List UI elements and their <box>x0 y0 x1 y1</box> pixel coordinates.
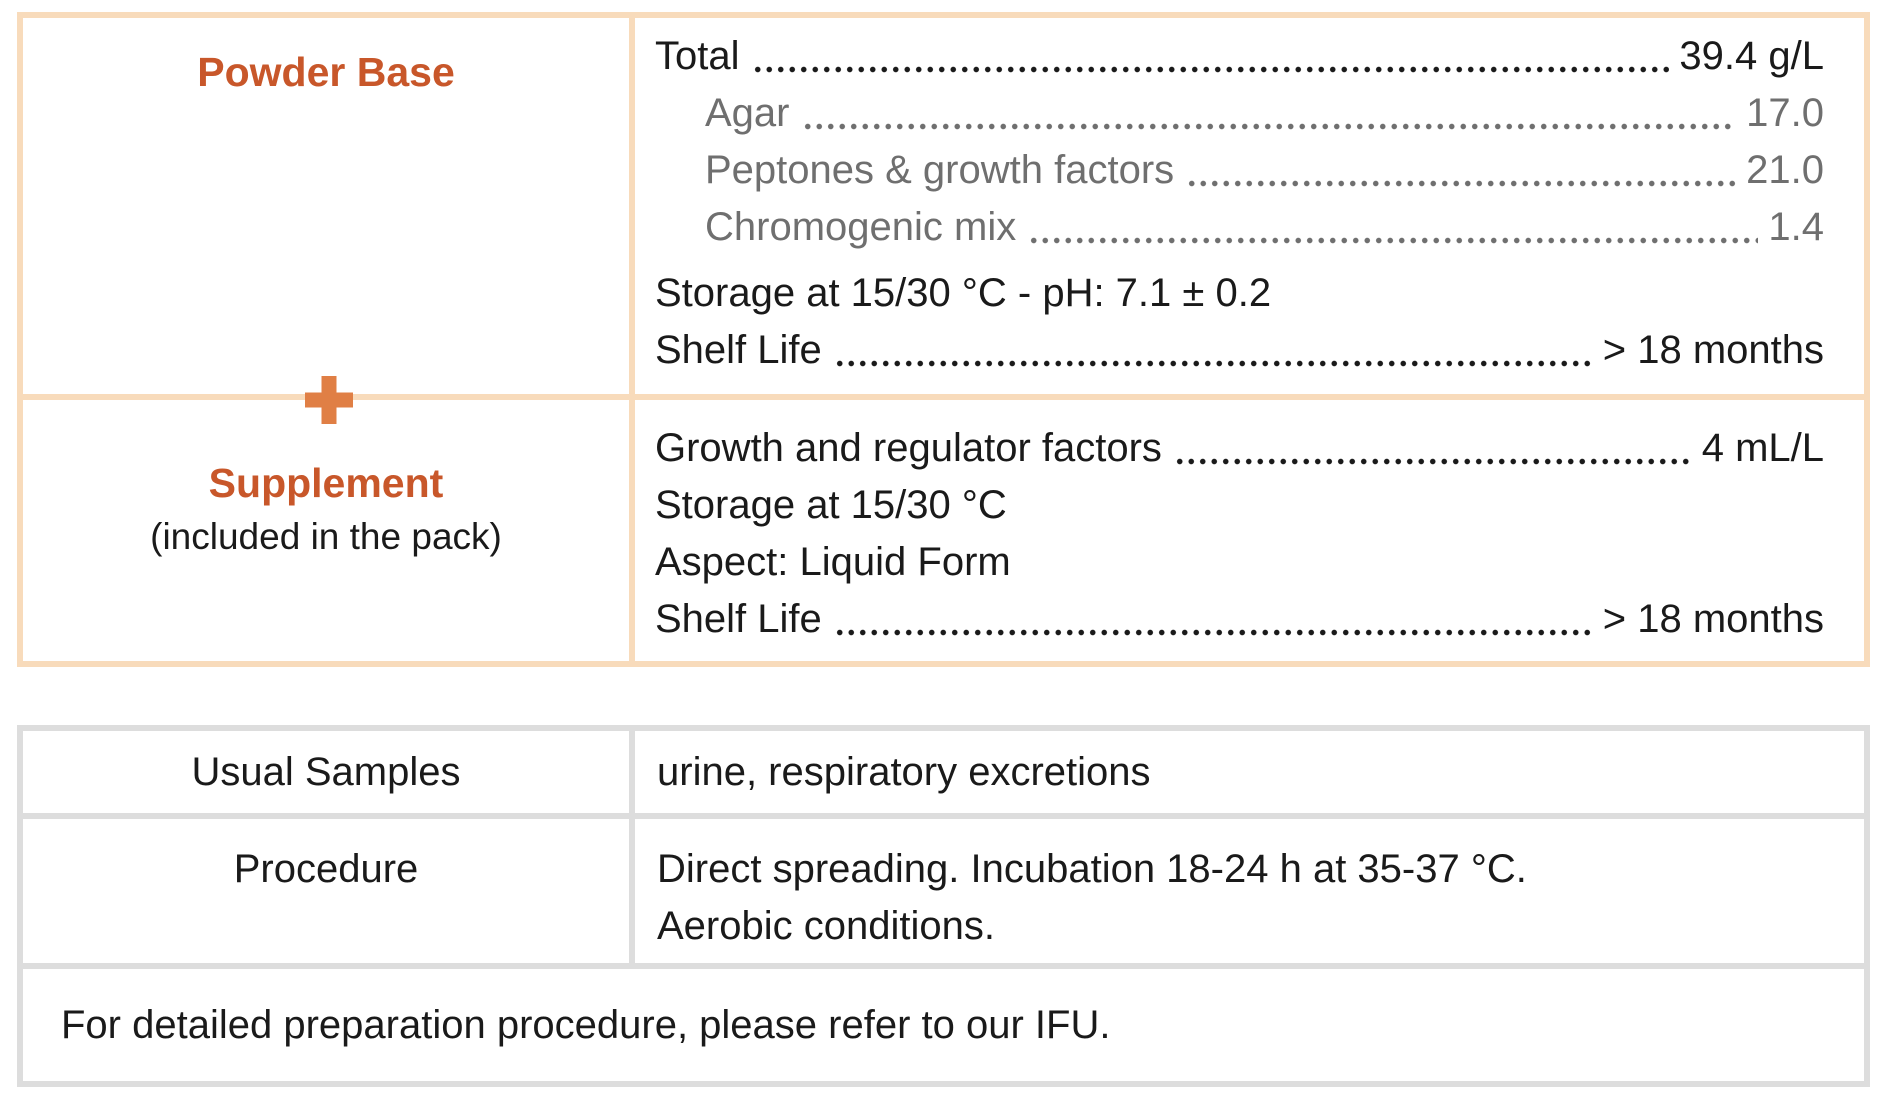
spec-line-shelf-life: Shelf Life > 18 months <box>655 322 1824 379</box>
dotted-leader <box>1173 420 1692 477</box>
dotted-leader <box>1028 199 1759 256</box>
composition-table: Powder Base Total 39.4 g/L Agar 17.0 Pep… <box>17 12 1870 667</box>
procedure-label-cell: Procedure <box>23 819 635 969</box>
preparation-note: For detailed preparation procedure, plea… <box>61 1002 1111 1047</box>
supplement-specs-cell: Growth and regulator factors 4 mL/L Stor… <box>635 400 1864 661</box>
spec-line-aspect: Aspect: Liquid Form <box>655 534 1824 591</box>
procedure-label: Procedure <box>233 847 419 891</box>
usual-samples-value-cell: urine, respiratory excretions <box>635 731 1864 819</box>
spec-value: > 18 months <box>1602 597 1824 641</box>
usual-samples-label: Usual Samples <box>191 749 461 794</box>
powder-base-specs-cell: Total 39.4 g/L Agar 17.0 Peptones & grow… <box>635 18 1864 400</box>
supplement-title: Supplement <box>208 460 444 506</box>
usage-info-table: Usual Samples urine, respiratory excreti… <box>17 725 1870 1087</box>
usual-samples-label-cell: Usual Samples <box>23 731 635 819</box>
spec-value: > 18 months <box>1602 328 1824 372</box>
spec-label: Shelf Life <box>655 597 822 641</box>
supplement-cell: Supplement (included in the pack) <box>23 400 635 661</box>
spec-value: 21.0 <box>1746 148 1824 192</box>
spec-line-storage: Storage at 15/30 °C <box>655 477 1824 534</box>
spec-label: Storage at 15/30 °C <box>655 483 1007 527</box>
plus-icon-vertical-bar <box>321 376 337 424</box>
powder-base-cell: Powder Base <box>23 18 635 400</box>
spec-value: 17.0 <box>1746 91 1824 135</box>
procedure-value-line-1: Direct spreading. Incubation 18-24 h at … <box>657 847 1527 891</box>
spec-label: Aspect: Liquid Form <box>655 540 1011 584</box>
spec-label: Growth and regulator factors <box>655 426 1162 470</box>
dotted-leader <box>801 85 1737 142</box>
spec-label: Agar <box>705 91 790 135</box>
spec-line-agar: Agar 17.0 <box>655 85 1824 142</box>
supplement-subtitle: (included in the pack) <box>150 516 502 557</box>
procedure-value-cell: Direct spreading. Incubation 18-24 h at … <box>635 819 1864 969</box>
powder-base-title: Powder Base <box>197 49 455 95</box>
dotted-leader <box>833 322 1593 379</box>
spec-label: Chromogenic mix <box>705 205 1017 249</box>
spec-line-shelf-life-supplement: Shelf Life > 18 months <box>655 591 1824 648</box>
procedure-value-line-2: Aerobic conditions. <box>657 904 995 948</box>
preparation-note-cell: For detailed preparation procedure, plea… <box>23 969 1864 1081</box>
plus-icon <box>305 376 353 424</box>
spec-value: 39.4 g/L <box>1679 34 1824 78</box>
dotted-leader <box>751 28 1670 85</box>
dotted-leader <box>1186 142 1737 199</box>
usual-samples-value: urine, respiratory excretions <box>657 749 1151 794</box>
spec-label: Storage at 15/30 °C - pH: 7.1 ± 0.2 <box>655 271 1272 315</box>
spec-value: 1.4 <box>1768 205 1824 249</box>
spec-line-chromogenic-mix: Chromogenic mix 1.4 <box>655 199 1824 256</box>
spec-label: Total <box>655 34 740 78</box>
spec-value: 4 mL/L <box>1701 426 1824 470</box>
dotted-leader <box>833 591 1593 648</box>
spec-line-storage-ph: Storage at 15/30 °C - pH: 7.1 ± 0.2 <box>655 265 1824 322</box>
spec-label: Peptones & growth factors <box>705 148 1175 192</box>
spec-line-peptones: Peptones & growth factors 21.0 <box>655 142 1824 199</box>
spec-line-total: Total 39.4 g/L <box>655 28 1824 85</box>
spec-line-growth-factors: Growth and regulator factors 4 mL/L <box>655 420 1824 477</box>
spec-label: Shelf Life <box>655 328 822 372</box>
